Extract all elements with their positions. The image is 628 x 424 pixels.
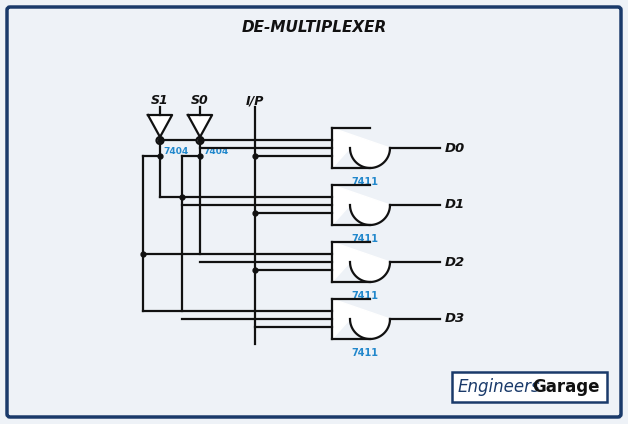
Polygon shape — [332, 185, 390, 225]
Text: D3: D3 — [445, 312, 465, 326]
Polygon shape — [188, 115, 212, 137]
Text: 7411: 7411 — [352, 177, 379, 187]
Text: S0: S0 — [191, 94, 209, 107]
Polygon shape — [332, 299, 390, 339]
Text: D2: D2 — [445, 256, 465, 268]
Text: Garage: Garage — [532, 378, 600, 396]
FancyBboxPatch shape — [452, 372, 607, 402]
Text: I/P: I/P — [246, 94, 264, 107]
Text: D0: D0 — [445, 142, 465, 154]
Text: S1: S1 — [151, 94, 169, 107]
Polygon shape — [332, 128, 390, 168]
Polygon shape — [148, 115, 172, 137]
Text: 7411: 7411 — [352, 291, 379, 301]
Text: 7404: 7404 — [163, 147, 188, 156]
FancyBboxPatch shape — [7, 7, 621, 417]
Text: D1: D1 — [445, 198, 465, 212]
Circle shape — [156, 137, 163, 144]
Text: 7404: 7404 — [203, 147, 228, 156]
Text: 7411: 7411 — [352, 348, 379, 358]
Text: 7411: 7411 — [352, 234, 379, 244]
Text: Engineers: Engineers — [458, 378, 541, 396]
Polygon shape — [332, 242, 390, 282]
Text: DE-MULTIPLEXER: DE-MULTIPLEXER — [241, 20, 387, 36]
Circle shape — [197, 137, 203, 144]
